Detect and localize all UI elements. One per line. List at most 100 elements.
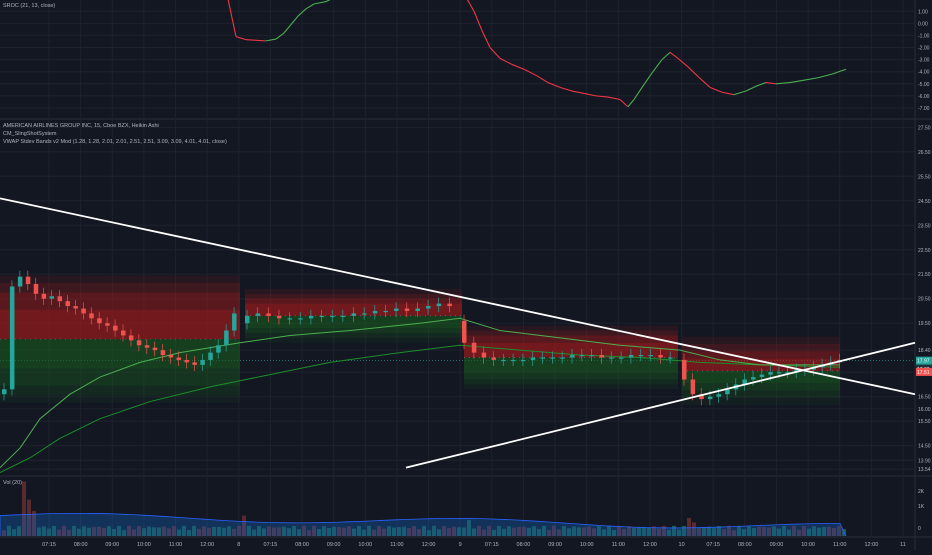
candle — [9, 286, 15, 390]
candle — [81, 308, 86, 314]
vwap-lower-band — [464, 357, 678, 385]
roc-line-segment — [697, 76, 711, 88]
volume-bar — [477, 525, 481, 536]
price-tick-label: 24.50 — [918, 199, 931, 205]
volume-bar — [782, 525, 786, 536]
candle — [579, 355, 585, 357]
candle — [136, 340, 142, 346]
vwap-lower-band — [245, 315, 462, 338]
volume-bar — [62, 525, 66, 536]
volume-bar — [642, 526, 646, 536]
volume-bar — [482, 529, 486, 536]
volume-bar — [712, 528, 716, 536]
price-title: AMERICAN AIRLINES GROUP INC, 15, Cboe BZ… — [3, 123, 159, 129]
candle — [628, 355, 634, 358]
candle — [308, 315, 314, 319]
candle — [751, 377, 756, 380]
volume-bar — [127, 525, 131, 536]
volume-bar — [137, 526, 141, 536]
x-tick-label: 07:15 — [42, 542, 56, 548]
volume-bar — [7, 525, 11, 536]
volume-bar — [572, 526, 576, 536]
volume-bar — [762, 527, 766, 536]
volume-bar — [437, 529, 441, 536]
volume-bar — [142, 528, 146, 536]
volume-bar — [82, 526, 86, 536]
roc-line-segment — [297, 8, 307, 17]
volume-bar — [727, 525, 731, 536]
vwap-lower-band — [464, 357, 678, 380]
volume-bar — [452, 526, 456, 536]
volume-bar — [287, 528, 291, 536]
volume-bar — [32, 511, 36, 536]
volume-bar — [12, 529, 16, 536]
volume-bar — [377, 525, 381, 536]
volume-bar — [567, 528, 571, 536]
roc-line-segment — [235, 36, 247, 41]
volume-bar — [67, 529, 71, 536]
volume-bar — [197, 528, 201, 536]
volume-bar — [472, 528, 476, 536]
volume-bar — [552, 525, 556, 536]
volume-bar — [247, 525, 251, 536]
volume-bar — [117, 525, 121, 536]
volume-bar — [747, 526, 751, 536]
candle — [725, 389, 730, 395]
volume-bar — [697, 527, 701, 536]
candle — [168, 355, 174, 358]
candle — [447, 303, 452, 307]
indicator-label-slingshot: CM_SlingShotSystem — [3, 131, 57, 137]
volume-bar — [277, 527, 281, 536]
volume-bar — [37, 527, 41, 536]
volume-bar — [632, 527, 636, 536]
roc-line-segment — [305, 3, 315, 10]
volume-bar — [17, 526, 21, 536]
volume-bar — [22, 481, 26, 536]
volume-bar — [497, 525, 501, 536]
roc-tick-label: -2.00 — [918, 46, 930, 52]
volume-bar — [752, 528, 756, 536]
roc-tick-label: -1.00 — [918, 33, 930, 39]
volume-bar — [777, 528, 781, 536]
volume-bar — [162, 526, 166, 536]
volume-bar — [457, 527, 461, 536]
volume-bar — [237, 525, 241, 536]
volume-bar — [417, 529, 421, 536]
roc-tick-label: -7.00 — [918, 106, 930, 112]
volume-bar — [502, 528, 506, 536]
volume-bar — [587, 526, 591, 536]
roc-line-segment — [489, 47, 501, 59]
volume-bar — [512, 527, 516, 536]
roc-line-segment — [709, 86, 723, 93]
ema-fast-line — [0, 317, 840, 469]
indicator-label-vwap: VWAP Stdev Bands v2 Mod (1.28, 1.28, 2.0… — [3, 139, 227, 145]
volume-bar — [257, 525, 261, 536]
volume-bar — [707, 526, 711, 536]
roc-line-segment — [733, 90, 747, 96]
volume-bar — [507, 526, 511, 536]
price-tick-label: 23.50 — [918, 223, 931, 229]
volume-bar — [207, 527, 211, 536]
volume-tick-label: 2K — [918, 489, 925, 495]
candle — [742, 379, 747, 385]
candle — [200, 359, 205, 365]
price-tick-label: 14.50 — [918, 444, 931, 450]
roc-line-segment — [669, 51, 679, 59]
candle — [216, 345, 221, 353]
roc-line-segment — [473, 11, 483, 31]
candle — [372, 310, 378, 314]
roc-tick-label: -5.00 — [918, 82, 930, 88]
roc-line-segment — [789, 79, 805, 84]
volume-bar — [312, 525, 316, 536]
candle — [426, 306, 431, 309]
volume-bar — [367, 525, 371, 536]
x-tick-label: 12:00 — [864, 542, 878, 548]
volume-bar — [772, 526, 776, 536]
roc-line-segment — [265, 38, 277, 42]
roc-line-segment — [619, 99, 629, 108]
candle — [520, 359, 526, 362]
price-badge-label: 17.51 — [917, 370, 930, 376]
candle — [658, 355, 663, 358]
